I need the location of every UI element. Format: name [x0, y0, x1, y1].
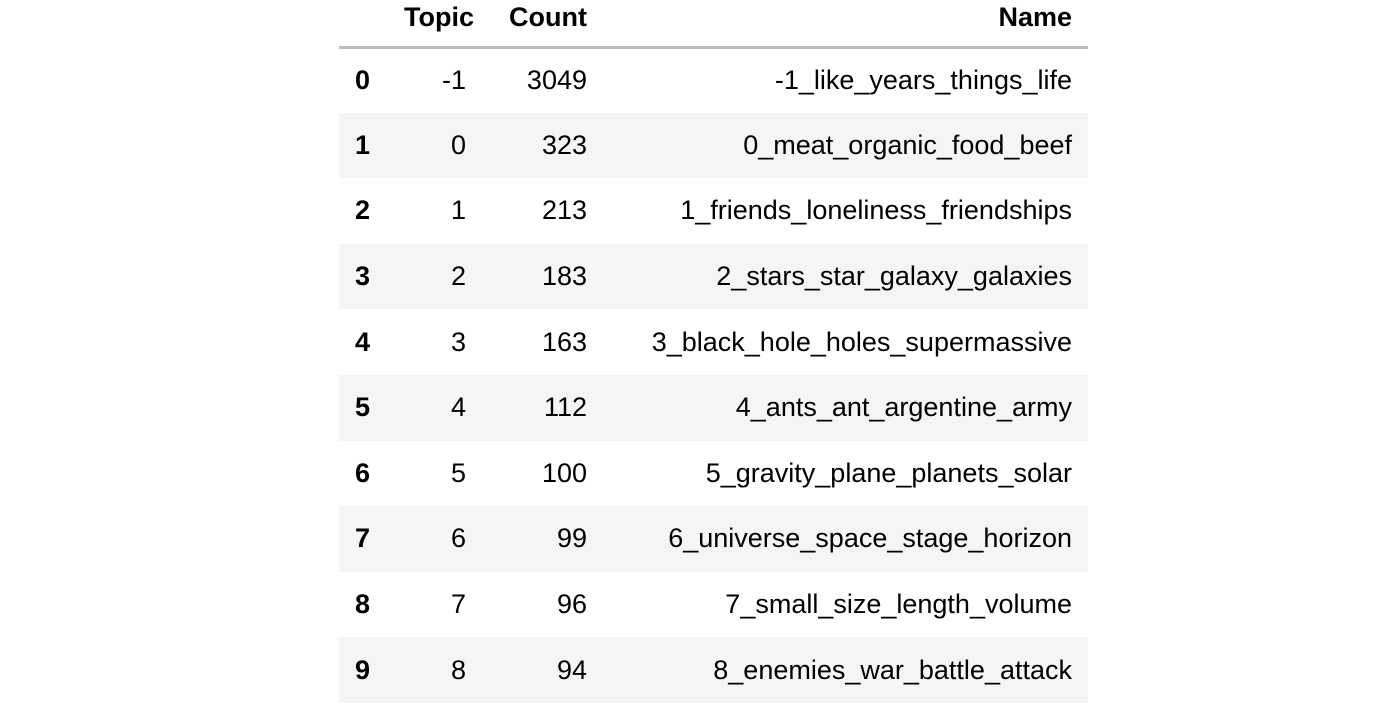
- cell-topic: 7: [450, 589, 466, 620]
- cell-name: 6_universe_space_stage_horizon: [668, 523, 1072, 554]
- cell-name: 2_stars_star_galaxy_galaxies: [716, 261, 1072, 292]
- topic-table: Topic Count Name 0 -1 3049 -1_like_years…: [339, 0, 1088, 703]
- table-body: 0 -1 3049 -1_like_years_things_life 1 0 …: [339, 47, 1088, 703]
- cell-topic: 8: [450, 654, 466, 685]
- table-row: 3 2 183 2_stars_star_galaxy_galaxies: [339, 243, 1088, 310]
- table-row: 1 0 323 0_meat_organic_food_beef: [339, 112, 1088, 179]
- table-row: 4 3 163 3_black_hole_holes_supermassive: [339, 309, 1088, 375]
- cell-count: 96: [556, 589, 587, 620]
- cell-name: 8_enemies_war_battle_attack: [713, 654, 1072, 685]
- cell-topic: 3: [450, 326, 466, 357]
- table-row: 2 1 213 1_friends_loneliness_friendships: [339, 178, 1088, 244]
- cell-topic: 0: [450, 129, 466, 160]
- cell-count: 213: [541, 195, 587, 226]
- cell-count: 183: [541, 261, 587, 292]
- cell-topic: 2: [450, 261, 466, 292]
- cell-topic: 4: [450, 392, 466, 423]
- cell-name: -1_like_years_things_life: [774, 65, 1072, 96]
- table-row: 9 8 94 8_enemies_war_battle_attack: [339, 637, 1088, 703]
- row-index: 8: [355, 589, 371, 620]
- cell-count: 163: [541, 326, 587, 357]
- cell-count: 112: [543, 392, 587, 423]
- row-index: 6: [355, 457, 371, 488]
- table-row: 0 -1 3049 -1_like_years_things_life: [339, 47, 1088, 113]
- cell-name: 5_gravity_plane_planets_solar: [705, 457, 1072, 488]
- row-index: 0: [355, 65, 371, 96]
- row-index: 9: [355, 654, 371, 685]
- table-row: 5 4 112 4_ants_ant_argentine_army: [339, 374, 1088, 441]
- header-topic: Topic: [388, 0, 482, 49]
- cell-topic: -1: [441, 65, 466, 96]
- cell-count: 99: [556, 523, 587, 554]
- cell-name: 0_meat_organic_food_beef: [743, 129, 1072, 160]
- row-index: 7: [355, 523, 371, 554]
- row-index: 2: [355, 195, 371, 226]
- cell-topic: 6: [450, 523, 466, 554]
- header-index: [339, 0, 388, 49]
- cell-name: 1_friends_loneliness_friendships: [680, 195, 1072, 226]
- cell-count: 323: [541, 129, 587, 160]
- dataframe-container: Topic Count Name 0 -1 3049 -1_like_years…: [339, 0, 1088, 703]
- row-index: 5: [355, 392, 371, 423]
- header-row: Topic Count Name: [339, 0, 1088, 49]
- header-count: Count: [482, 0, 603, 49]
- cell-name: 7_small_size_length_volume: [725, 589, 1072, 620]
- table-header: Topic Count Name: [339, 0, 1088, 49]
- header-name: Name: [603, 0, 1088, 49]
- cell-topic: 1: [450, 195, 466, 226]
- cell-name: 3_black_hole_holes_supermassive: [651, 326, 1072, 357]
- cell-count: 100: [541, 457, 587, 488]
- table-row: 8 7 96 7_small_size_length_volume: [339, 571, 1088, 638]
- table-row: 7 6 99 6_universe_space_stage_horizon: [339, 506, 1088, 572]
- table-row: 6 5 100 5_gravity_plane_planets_solar: [339, 440, 1088, 507]
- row-index: 1: [355, 129, 371, 160]
- row-index: 4: [355, 326, 371, 357]
- cell-count: 94: [556, 654, 587, 685]
- cell-topic: 5: [450, 457, 466, 488]
- row-index: 3: [355, 261, 371, 292]
- cell-count: 3049: [526, 65, 587, 96]
- cell-name: 4_ants_ant_argentine_army: [735, 392, 1072, 423]
